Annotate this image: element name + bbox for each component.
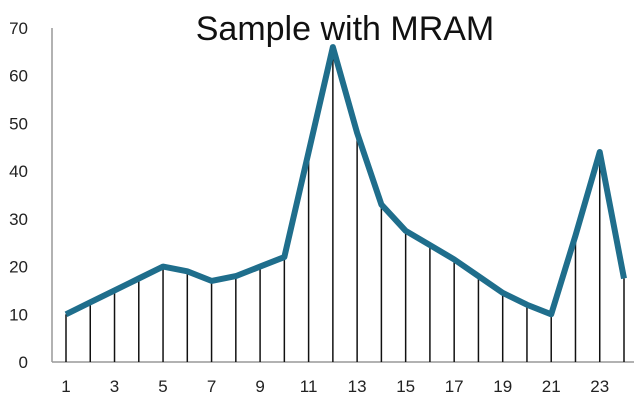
x-tick-label: 15	[396, 377, 415, 396]
x-tick-label: 3	[110, 377, 119, 396]
x-tick-label: 19	[493, 377, 512, 396]
y-tick-label: 70	[9, 19, 28, 38]
x-tick-label: 21	[542, 377, 561, 396]
y-tick-label: 40	[9, 162, 28, 181]
series-line	[64, 44, 627, 318]
x-tick-label: 13	[348, 377, 367, 396]
y-tick-label: 0	[19, 353, 28, 372]
y-tick-label: 10	[9, 305, 28, 324]
x-tick-label: 5	[158, 377, 167, 396]
x-tick-label: 17	[445, 377, 464, 396]
x-tick-label: 1	[61, 377, 70, 396]
y-tick-label: 30	[9, 210, 28, 229]
y-tick-label: 50	[9, 114, 28, 133]
x-tick-label: 7	[207, 377, 216, 396]
chart-title: Sample with MRAM	[196, 10, 495, 48]
y-tick-label: 20	[9, 258, 28, 277]
x-tick-label: 23	[590, 377, 609, 396]
x-tick-label: 9	[255, 377, 264, 396]
y-tick-label: 60	[9, 67, 28, 86]
x-tick-label: 11	[300, 377, 318, 396]
